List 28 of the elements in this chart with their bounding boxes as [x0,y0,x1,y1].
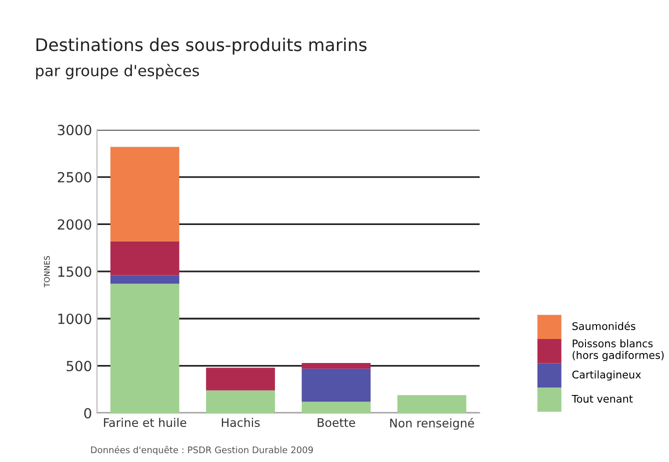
y-tick-label: 3000 [58,124,92,136]
bar [110,241,180,276]
x-tick-label: Boette [318,418,356,428]
bar [206,390,275,414]
x-tick-label: Non renseigné [390,418,474,430]
legend-label: Cartilagineux [572,370,641,381]
chart-subtitle: par groupe d'espèces [36,64,199,80]
bar [110,146,180,242]
y-tick-label: 2000 [58,219,92,230]
bar [110,284,180,414]
bar [302,362,371,369]
bar [397,395,466,414]
y-tick-label: 0 [84,408,92,418]
bar [206,368,275,390]
text: Données d'enquête : PSDR Gestion Durable 2009 [91,446,313,455]
bar [302,368,371,402]
chart-title: Destinations des sous-produits marins [36,38,367,55]
y-tick-label: 1500 [58,266,92,277]
y-tick-label: 2500 [58,172,92,182]
bar [110,275,180,284]
x-tick-label: Hachis [222,418,260,428]
legend-label: Tout venant [572,394,633,403]
bar [302,402,371,414]
x-tick-label: Farine et huile [104,418,186,428]
legend-label: Saumonidés [572,322,636,330]
y-tick-label: 1000 [58,314,92,324]
y-tick-label: 500 [66,360,92,372]
legend-label: Poissons blancs (hors gadiformes) [572,339,664,362]
